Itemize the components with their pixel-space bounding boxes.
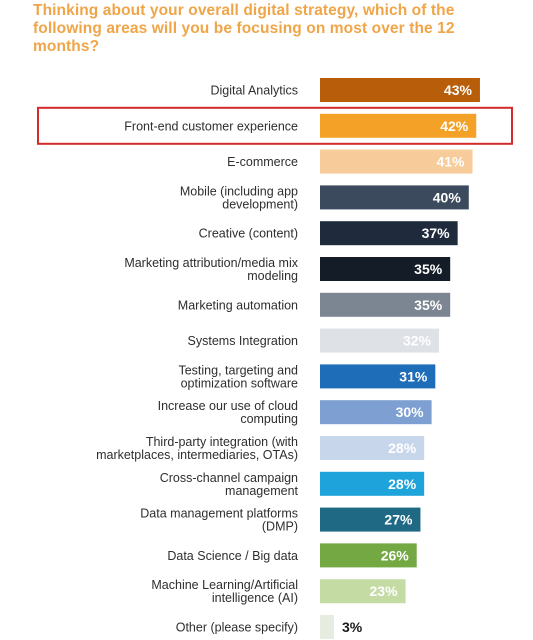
bar: [320, 257, 451, 281]
category-label-line: optimization software: [181, 376, 298, 390]
value-label: 32%: [403, 333, 432, 349]
bar: [320, 507, 421, 532]
category-label-line: Marketing automation: [178, 298, 298, 312]
category-label: Creative (content): [199, 227, 298, 241]
category-label: Machine Learning/Artificial intelligence …: [151, 578, 298, 605]
bar: [320, 221, 458, 246]
chart-title: Thinking about your overall digital stra…: [33, 2, 455, 55]
category-label-line: Data Science / Big data: [167, 549, 298, 563]
category-label-line: Testing, targeting and: [178, 363, 298, 377]
category-label: Other (please specify): [176, 621, 298, 635]
bar: [320, 364, 436, 389]
category-label-line: Marketing attribution/media mix: [124, 256, 298, 270]
category-label: Testing, targeting and optimization softw…: [178, 363, 298, 390]
bar: [320, 400, 432, 425]
category-label-line: intelligence (AI): [212, 591, 298, 605]
bar: [320, 113, 477, 138]
category-label: Mobile (including app development): [180, 184, 298, 211]
value-label: 26%: [381, 547, 410, 563]
category-label: Digital Analytics: [210, 84, 298, 98]
bar: [320, 615, 334, 639]
value-label: 42%: [440, 118, 469, 134]
category-label: Marketing attribution/media mix modeling: [124, 256, 298, 283]
category-label: Systems Integration: [188, 334, 299, 348]
bar: [320, 328, 440, 353]
category-label-line: E-commerce: [227, 155, 298, 169]
category-label-line: Front-end customer experience: [124, 119, 298, 133]
value-label: 31%: [399, 368, 428, 384]
category-label-line: modeling: [247, 269, 298, 283]
category-label: Data management platforms (DMP): [140, 507, 298, 534]
value-label: 23%: [370, 583, 399, 599]
category-label-line: (DMP): [262, 520, 298, 534]
bar: [320, 185, 469, 210]
value-label: 28%: [388, 440, 417, 456]
category-label-line: development): [222, 197, 298, 211]
value-label: 3%: [342, 619, 363, 635]
bar: [320, 292, 451, 317]
category-label-line: Systems Integration: [188, 334, 299, 348]
value-label: 43%: [444, 82, 473, 98]
category-label-line: computing: [240, 412, 298, 426]
category-label-line: marketplaces, intermediaries, OTAs): [96, 448, 298, 462]
category-label-line: Data management platforms: [140, 507, 298, 521]
category-label-line: Third-party integration (with: [146, 435, 298, 449]
category-label: Marketing automation: [178, 298, 298, 312]
category-label: Front-end customer experience: [124, 119, 298, 133]
category-label-line: management: [225, 484, 298, 498]
bar: [320, 471, 425, 496]
category-label-line: Creative (content): [199, 227, 298, 241]
category-label: Data Science / Big data: [167, 549, 298, 563]
category-label: Cross-channel campaign management: [160, 471, 299, 498]
bar: [320, 543, 417, 568]
bar: [320, 579, 406, 604]
value-label: 40%: [433, 189, 462, 205]
category-label-line: Digital Analytics: [210, 84, 298, 98]
value-label: 35%: [414, 261, 443, 277]
value-label: 27%: [384, 512, 413, 528]
category-label: E-commerce: [227, 155, 298, 169]
value-label: 28%: [388, 476, 417, 492]
value-label: 41%: [436, 154, 465, 170]
category-label: Increase our use of cloud computing: [158, 399, 298, 426]
bar: [320, 436, 425, 460]
category-label-line: Increase our use of cloud: [158, 399, 298, 413]
category-label-line: Other (please specify): [176, 621, 298, 635]
bar: [320, 78, 480, 102]
category-label-line: Machine Learning/Artificial: [151, 578, 298, 592]
category-label-line: Mobile (including app: [180, 184, 298, 198]
bar: [320, 149, 473, 174]
category-label: Third-party integration (with marketplace…: [96, 435, 298, 462]
value-label: 30%: [396, 404, 425, 420]
value-label: 35%: [414, 297, 443, 313]
value-label: 37%: [422, 225, 451, 241]
category-label-line: Cross-channel campaign: [160, 471, 298, 485]
highlight-box: [37, 106, 513, 145]
